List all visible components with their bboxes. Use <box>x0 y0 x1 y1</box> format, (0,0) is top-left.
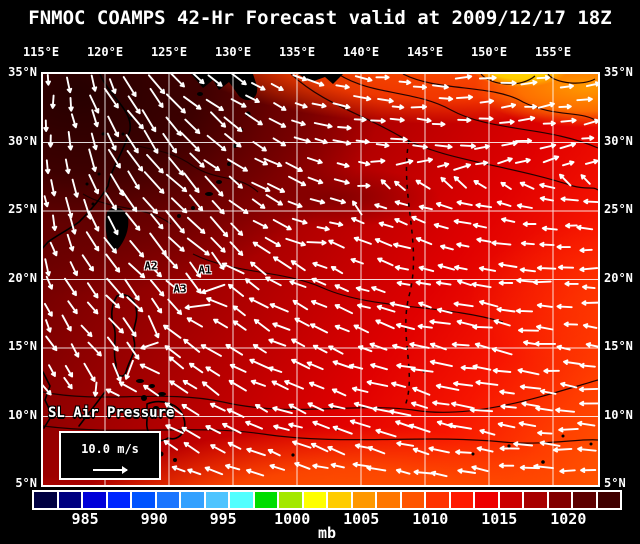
colorbar-tick: 1005 <box>343 510 380 528</box>
colorbar-cell <box>279 492 302 508</box>
colorbar-cell <box>450 492 473 508</box>
pressure-colorbar <box>32 490 622 510</box>
lat-axis-label: 30°N <box>8 133 37 148</box>
storm-label-a2: A2 <box>144 259 158 273</box>
colorbar-cell <box>401 492 424 508</box>
colorbar-cell <box>254 492 277 508</box>
lat-axis-label: 20°N <box>8 270 37 285</box>
lat-axis-label: 30°N <box>604 133 633 148</box>
lon-axis-label: 120°E <box>86 45 124 59</box>
colorbar-cell <box>328 492 351 508</box>
colorbar-cell <box>181 492 204 508</box>
colorbar-cell <box>58 492 81 508</box>
field-label: SL Air Pressure <box>48 405 175 421</box>
colorbar-tick-labels: 985 990 995 1000 1005 1010 1015 1020 <box>32 510 622 528</box>
colorbar-cell <box>205 492 228 508</box>
lat-axis-label: 10°N <box>604 407 633 422</box>
storm-label-a3: A3 <box>173 282 187 296</box>
coastlines <box>43 74 186 442</box>
lon-axis-label: 150°E <box>470 45 508 59</box>
lat-axis-label: 15°N <box>8 339 37 353</box>
colorbar-tick: 985 <box>71 510 99 528</box>
colorbar-cell <box>548 492 571 508</box>
colorbar-cell <box>132 492 155 508</box>
colorbar-cell <box>34 492 57 508</box>
map-plot-area: SL Air Pressure 10.0 m/s A1 A2 A3 <box>41 72 600 487</box>
colorbar-tick: 1020 <box>550 510 587 528</box>
colorbar-cell <box>377 492 400 508</box>
colorbar-cell <box>156 492 179 508</box>
lon-axis-label: 115°E <box>22 45 60 59</box>
lat-axis-label: 5°N <box>15 476 37 490</box>
colorbar-tick: 1015 <box>481 510 518 528</box>
chart-title: FNMOC COAMPS 42-Hr Forecast valid at 200… <box>28 7 612 29</box>
lat-axis-label: 25°N <box>8 202 37 216</box>
lon-axis-label: 135°E <box>278 45 316 59</box>
colorbar-cell <box>597 492 620 508</box>
lon-axis-label: 145°E <box>406 45 444 59</box>
colorbar-unit: mb <box>317 524 337 542</box>
trough-line <box>404 139 415 407</box>
colorbar-cell <box>426 492 449 508</box>
wind-speed-value: 10.0 m/s <box>81 442 139 456</box>
colorbar-tick: 990 <box>140 510 168 528</box>
storm-label-a1: A1 <box>198 263 212 277</box>
lat-axis-label: 15°N <box>604 339 633 353</box>
colorbar-tick: 1000 <box>274 510 311 528</box>
colorbar-tick: 995 <box>209 510 237 528</box>
lon-axis-label: 155°E <box>534 45 572 59</box>
lat-axis-label: 20°N <box>604 270 633 285</box>
lon-axis-label: 125°E <box>150 45 188 59</box>
colorbar-cell <box>499 492 522 508</box>
map-overlay-svg <box>43 74 598 485</box>
colorbar-cell <box>352 492 375 508</box>
colorbar-cell <box>83 492 106 508</box>
wind-vectors <box>43 74 598 478</box>
colorbar-cell <box>107 492 130 508</box>
colorbar-cell <box>303 492 326 508</box>
colorbar-cell <box>573 492 596 508</box>
lat-axis-label: 35°N <box>8 65 37 79</box>
colorbar-tick: 1010 <box>412 510 449 528</box>
colorbar-cell <box>524 492 547 508</box>
lat-axis-label: 5°N <box>604 476 626 490</box>
lon-axis-label: 140°E <box>342 45 380 59</box>
wind-speed-arrow-icon <box>93 466 128 474</box>
wind-speed-legend: 10.0 m/s <box>59 431 161 480</box>
colorbar-cell <box>230 492 253 508</box>
colorbar-cell <box>475 492 498 508</box>
lat-axis-label: 35°N <box>604 65 633 79</box>
lat-axis-label: 10°N <box>8 407 37 422</box>
lon-axis-label: 130°E <box>214 45 252 59</box>
lat-axis-label: 25°N <box>604 202 633 216</box>
